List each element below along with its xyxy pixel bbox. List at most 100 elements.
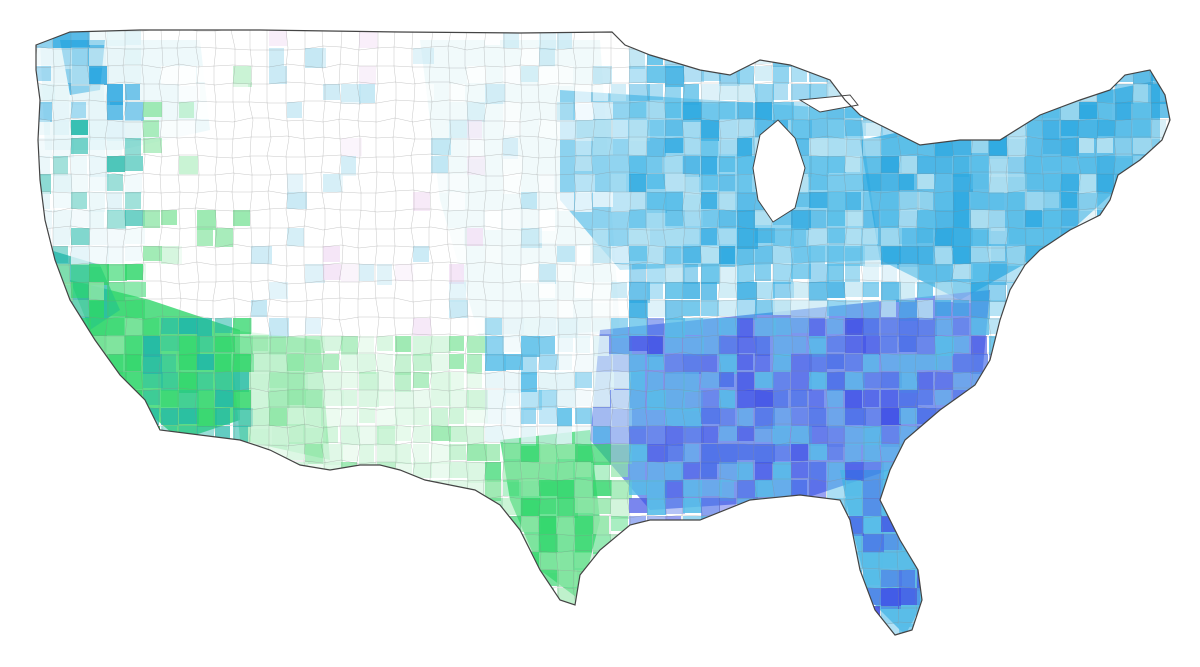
county-tile	[269, 48, 284, 66]
county-tile	[251, 534, 267, 550]
county-tile	[809, 138, 828, 156]
county-tile	[809, 228, 829, 245]
county-tile	[287, 372, 308, 391]
county-tile	[1079, 462, 1096, 481]
county-tile	[917, 174, 934, 189]
county-tile	[485, 570, 502, 588]
county-tile	[755, 282, 775, 299]
county-tile	[989, 354, 1008, 375]
county-tile	[827, 174, 845, 193]
county-tile	[305, 606, 324, 621]
county-tile	[71, 228, 90, 245]
county-tile	[1025, 426, 1045, 445]
county-tile	[593, 480, 612, 496]
county-tile	[1061, 66, 1080, 84]
county-tile	[1151, 426, 1168, 442]
county-tile	[737, 606, 757, 621]
county-tile	[1025, 264, 1041, 281]
county-tile	[1043, 336, 1059, 353]
county-tile	[1043, 228, 1059, 247]
county-tile	[1043, 246, 1060, 267]
county-tile	[395, 444, 411, 464]
county-tile	[1169, 588, 1170, 606]
county-tile	[539, 354, 559, 370]
county-tile	[71, 102, 86, 118]
county-tile	[449, 264, 464, 284]
county-tile	[161, 120, 179, 139]
county-tile	[161, 516, 177, 532]
county-tile	[161, 246, 182, 264]
county-tile	[341, 30, 361, 50]
county-tile	[143, 372, 163, 388]
county-tile	[1007, 444, 1028, 462]
county-tile	[197, 354, 214, 370]
county-tile	[233, 516, 253, 535]
county-tile	[827, 228, 847, 243]
county-tile	[71, 354, 89, 374]
county-tile	[737, 444, 755, 460]
county-tile	[1097, 606, 1114, 623]
county-tile	[989, 138, 1009, 159]
county-tile	[683, 552, 698, 569]
county-tile	[1043, 264, 1059, 284]
county-tile	[575, 174, 595, 193]
county-tile	[917, 390, 933, 405]
county-tile	[467, 336, 487, 353]
county-tile	[953, 228, 973, 246]
county-tile	[539, 174, 554, 192]
county-tile	[539, 318, 556, 335]
county-tile	[125, 516, 140, 531]
county-tile	[1097, 588, 1117, 607]
county-tile	[1043, 192, 1059, 208]
county-tile	[341, 372, 358, 388]
county-tile	[1097, 336, 1116, 354]
county-tile	[89, 246, 109, 267]
county-tile	[449, 444, 466, 460]
county-tile	[737, 246, 754, 265]
county-tile	[413, 102, 428, 120]
county-tile	[143, 480, 164, 496]
county-tile	[791, 336, 806, 353]
county-tile	[53, 282, 73, 301]
county-tile	[935, 588, 950, 606]
county-tile	[737, 588, 757, 608]
county-tile	[413, 84, 434, 100]
county-tile	[1061, 552, 1079, 569]
county-tile	[1079, 516, 1099, 533]
county-tile	[1061, 138, 1079, 156]
county-tile	[359, 588, 375, 608]
county-tile	[1133, 534, 1149, 553]
county-tile	[287, 516, 307, 535]
county-tile	[521, 444, 541, 462]
county-tile	[269, 354, 286, 373]
county-tile	[737, 84, 758, 101]
county-tile	[233, 624, 248, 635]
county-tile	[341, 516, 359, 536]
county-tile	[683, 300, 700, 316]
county-tile	[953, 408, 968, 427]
county-tile	[647, 408, 664, 426]
county-tile	[791, 570, 809, 591]
county-tile	[593, 390, 610, 407]
county-tile	[485, 606, 502, 625]
county-tile	[269, 282, 288, 299]
county-tile	[1061, 426, 1081, 443]
county-tile	[737, 138, 752, 157]
county-tile	[269, 606, 285, 622]
county-tile	[953, 138, 972, 155]
county-tile	[755, 84, 774, 104]
county-tile	[1025, 210, 1042, 227]
county-tile	[1115, 318, 1132, 335]
county-tile	[1061, 444, 1078, 461]
county-tile	[125, 570, 143, 590]
county-tile	[971, 480, 988, 501]
county-tile	[971, 336, 987, 355]
county-border-line	[518, 30, 524, 624]
county-tile	[539, 336, 555, 354]
county-tile	[179, 354, 199, 370]
county-tile	[305, 552, 324, 570]
county-tile	[845, 606, 864, 622]
county-tile	[143, 102, 162, 117]
county-tile	[719, 426, 737, 441]
county-border-line	[36, 369, 1169, 375]
